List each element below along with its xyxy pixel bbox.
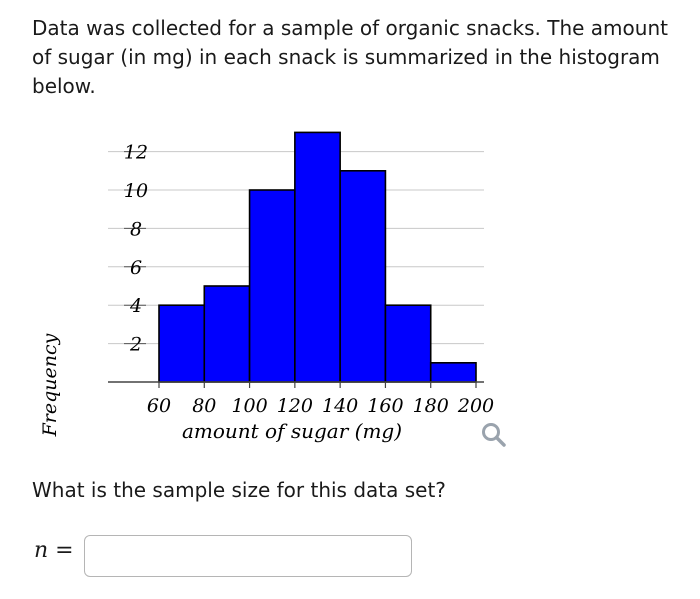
histogram-bar-160-180: [384, 304, 432, 383]
x-tick-label: 200: [457, 395, 494, 417]
histogram-chart: 2 4 6 8 10 12 60 80 100 120 140 160 180 200 amount o…: [39, 131, 494, 443]
x-tick-label: 80: [192, 395, 216, 417]
histogram-bar-120-140: [294, 131, 341, 383]
x-axis-label: amount of sugar (mg): [182, 419, 402, 443]
x-tick-label: 180: [413, 395, 449, 417]
y-tick-label: 12: [124, 142, 148, 164]
histogram-bar-80-100: [203, 285, 251, 383]
y-tick-label: 10: [124, 180, 148, 202]
x-tick-label: 160: [367, 395, 403, 417]
y-tick-label: 8: [130, 218, 142, 240]
y-tick-label: 4: [129, 295, 142, 317]
histogram-bar-60-80: [158, 304, 206, 383]
histogram-bars: [158, 131, 477, 383]
y-tick-label: 2: [129, 334, 142, 356]
x-tick-label: 120: [277, 395, 313, 417]
answer-label: n =: [34, 538, 74, 563]
sample-size-question: What is the sample size for this data se…: [32, 478, 446, 502]
question-text: Data was collected for a sample of organ…: [32, 16, 668, 98]
histogram-bar-140-160: [339, 169, 387, 383]
y-axis-label: Frequency: [39, 333, 61, 437]
y-tick-label: 6: [130, 257, 142, 279]
histogram-bar-180-200: [429, 362, 477, 383]
x-tick-label: 140: [322, 395, 358, 417]
axes: [108, 381, 484, 388]
answer-input[interactable]: [84, 535, 412, 577]
magnify-icon[interactable]: [480, 421, 508, 449]
y-tick-labels: 2 4 6 8 10 12: [124, 142, 148, 356]
x-tick-label: 100: [231, 395, 267, 417]
x-tick-label: 60: [147, 395, 171, 417]
x-tick-labels: 60 80 100 120 140 160 180 200: [147, 395, 494, 417]
histogram-bar-100-120: [248, 189, 296, 383]
